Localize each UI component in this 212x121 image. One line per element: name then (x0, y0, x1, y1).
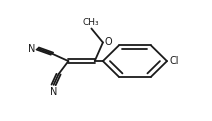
Text: Cl: Cl (169, 56, 179, 66)
Text: N: N (50, 87, 58, 97)
Text: O: O (104, 38, 112, 47)
Text: N: N (28, 44, 36, 53)
Text: CH₃: CH₃ (82, 18, 99, 27)
